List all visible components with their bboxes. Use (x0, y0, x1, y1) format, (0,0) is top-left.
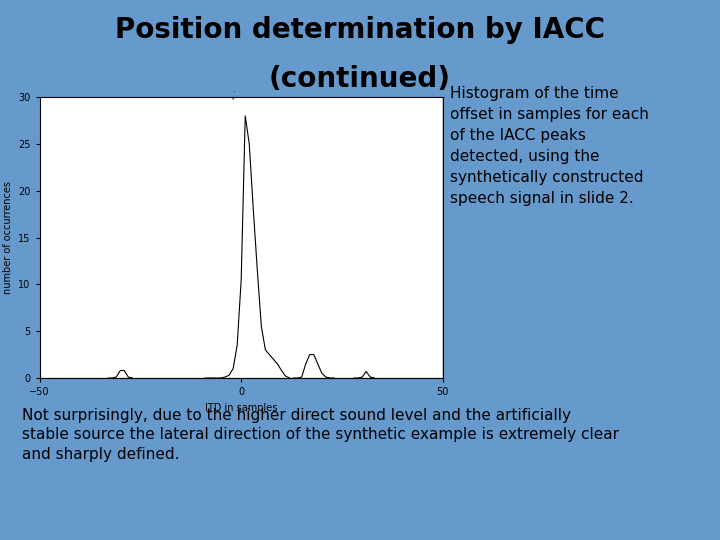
Text: Histogram of the time
offset in samples for each
of the IACC peaks
detected, usi: Histogram of the time offset in samples … (450, 86, 649, 206)
Y-axis label: number of occurrences: number of occurrences (2, 181, 12, 294)
Text: Not surprisingly, due to the higher direct sound level and the artificially
stab: Not surprisingly, due to the higher dire… (22, 408, 618, 462)
X-axis label: ITD in samples: ITD in samples (205, 403, 277, 413)
Text: .: . (232, 85, 235, 94)
Text: Position determination by IACC: Position determination by IACC (115, 16, 605, 44)
Text: (continued): (continued) (269, 65, 451, 93)
